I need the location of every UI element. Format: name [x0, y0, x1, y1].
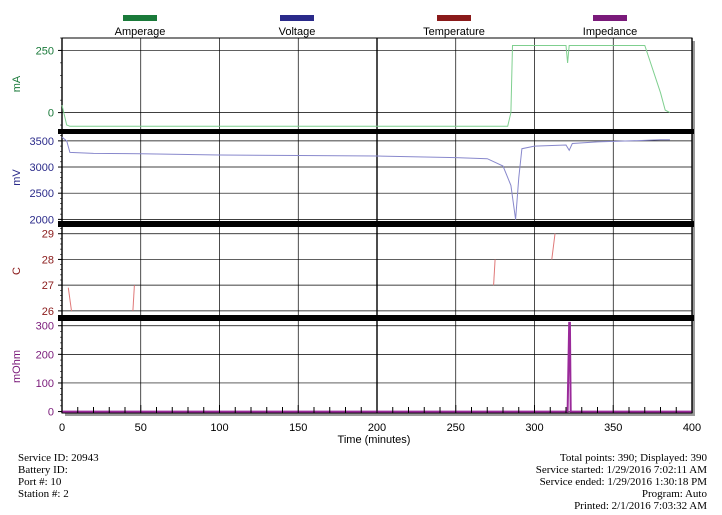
voltage-unit-label: mV — [11, 169, 23, 186]
battery-service-chart: Amperage Voltage Temperature Impedance 0 250… — [11, 15, 701, 446]
x-tick-label: 200 — [368, 422, 386, 434]
voltage-tick-label: 3000 — [30, 162, 54, 174]
x-tick-label: 0 — [59, 422, 65, 434]
voltage-legend-label: Voltage — [279, 26, 316, 38]
impedance-unit-label: mOhm — [11, 350, 23, 383]
temperature-line — [493, 259, 496, 286]
x-tick-label: 50 — [135, 422, 147, 434]
temperature-tick-label: 29 — [42, 229, 54, 241]
amperage-line — [61, 45, 671, 127]
temperature-legend-swatch — [437, 15, 471, 21]
battery-id: Battery ID: — [18, 464, 68, 476]
chart-panels: 0 250 mA 2000 2500 3000 3500 mV 26 27 28 29 C 0 100 200… — [11, 37, 695, 419]
x-tick-label: 250 — [447, 422, 465, 434]
impedance-legend-swatch — [593, 15, 627, 21]
legend: Amperage Voltage Temperature Impedance — [115, 15, 637, 38]
service-info-right: Total points: 390; Displayed: 390 Servic… — [536, 452, 707, 512]
amperage-tick-label: 0 — [48, 108, 54, 120]
temperature-legend-label: Temperature — [423, 26, 485, 38]
program: Program: Auto — [641, 488, 707, 500]
service-started: Service started: 1/29/2016 7:02:11 AM — [535, 464, 707, 476]
total-points: Total points: 390; Displayed: 390 — [559, 452, 707, 464]
voltage-legend-swatch — [280, 15, 314, 21]
impedance-tick-label: 0 — [48, 407, 54, 419]
x-tick-label: 350 — [604, 422, 622, 434]
panel-separator — [58, 315, 694, 321]
x-axis-title: Time (minutes) — [338, 434, 411, 446]
amperage-tick-label: 250 — [36, 45, 54, 57]
impedance-tick-label: 100 — [36, 378, 54, 390]
panel-separator — [58, 221, 694, 227]
impedance-line — [62, 321, 692, 413]
x-axis: Time (minutes) 0 50 100 150 200 250 300 350 400 — [59, 405, 701, 446]
x-tick-label: 100 — [210, 422, 228, 434]
temperature-tick-label: 27 — [42, 280, 54, 292]
printed-date: Printed: 2/1/2016 7:03:32 AM — [574, 500, 707, 512]
service-info-left: Service ID: 20943 Battery ID: Port #: 10… — [18, 452, 99, 500]
impedance-legend-label: Impedance — [583, 26, 637, 38]
voltage-tick-label: 3500 — [30, 136, 54, 148]
x-tick-label: 400 — [683, 422, 701, 434]
x-tick-label: 300 — [525, 422, 543, 434]
voltage-line — [61, 136, 670, 220]
temperature-line — [132, 285, 135, 311]
temperature-line — [67, 287, 72, 311]
amperage-unit-label: mA — [11, 75, 23, 92]
impedance-tick-label: 200 — [36, 349, 54, 361]
temperature-tick-label: 26 — [42, 306, 54, 318]
voltage-panel: 2000 2500 3000 3500 mV — [11, 132, 693, 226]
impedance-panel: 0 100 200 300 mOhm — [11, 319, 693, 419]
panel-separator — [58, 129, 694, 134]
voltage-tick-label: 2000 — [30, 214, 54, 226]
service-id: Service ID: 20943 — [18, 452, 99, 464]
amperage-legend-label: Amperage — [115, 26, 166, 38]
station-number: Station #: 2 — [18, 488, 69, 500]
temperature-tick-label: 28 — [42, 254, 54, 266]
service-ended: Service ended: 1/29/2016 1:30:18 PM — [539, 476, 707, 488]
temperature-line — [551, 233, 556, 260]
x-tick-label: 150 — [289, 422, 307, 434]
voltage-tick-label: 2500 — [30, 188, 54, 200]
impedance-tick-label: 300 — [36, 321, 54, 333]
temperature-panel: 26 27 28 29 C — [11, 225, 693, 318]
amperage-panel: 0 250 mA — [11, 37, 693, 131]
port-number: Port #: 10 — [18, 476, 62, 488]
amperage-legend-swatch — [123, 15, 157, 21]
temperature-unit-label: C — [11, 267, 23, 275]
